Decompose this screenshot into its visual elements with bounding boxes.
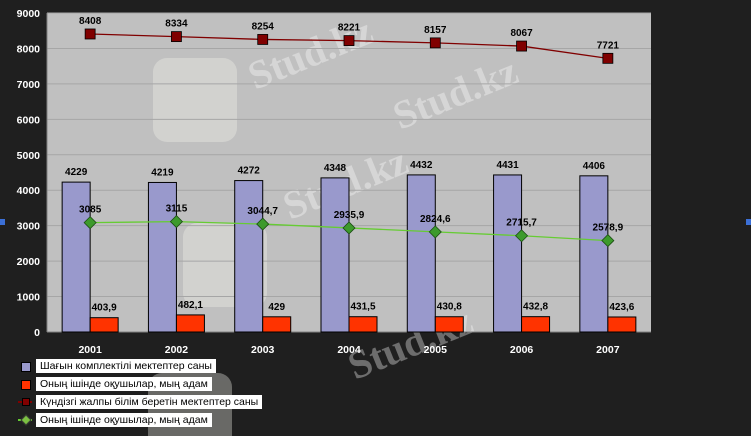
bar-data-label: 431,5 (350, 302, 375, 313)
legend-label: Шағын комплектілі мектептер саны (36, 359, 216, 373)
resize-handle-right[interactable] (746, 219, 751, 225)
bar (493, 174, 523, 333)
resize-handle-left[interactable] (0, 219, 5, 225)
x-tick-label: 2002 (165, 344, 189, 356)
bar (147, 181, 177, 333)
line-data-label: 2715,7 (506, 218, 537, 229)
y-tick-label: 5000 (17, 150, 41, 162)
legend: Шағын комплектілі мектептер саны Оның іш… (18, 357, 278, 429)
bar (579, 175, 609, 333)
x-tick-label: 2001 (78, 344, 102, 356)
legend-item-bars-pupils: Оның ішінде оқушылар, мың адам (18, 375, 278, 393)
point-marker (83, 216, 97, 230)
line-data-label: 3115 (166, 204, 188, 215)
point-marker (429, 37, 441, 49)
bar-data-label: 403,9 (92, 303, 117, 314)
point-marker (601, 234, 615, 248)
bar-data-label: 4431 (496, 160, 519, 171)
bar (434, 316, 464, 333)
line-data-label: 8408 (79, 16, 102, 27)
point-marker (84, 28, 96, 40)
line-data-label: 8157 (424, 25, 447, 36)
legend-item-bars-schools: Шағын комплектілі мектептер саны (18, 357, 278, 375)
legend-label: Оның ішінде оқушылар, мың адам (36, 377, 212, 391)
bar (406, 174, 436, 333)
x-tick-label: 2004 (337, 344, 361, 356)
legend-item-line-pupils: Оның ішінде оқушылар, мың адам (18, 411, 278, 429)
bar (262, 316, 292, 333)
point-marker (428, 225, 442, 239)
legend-swatch-square-line (18, 395, 36, 409)
line-data-label: 2578,9 (593, 223, 624, 234)
x-tick-label: 2006 (510, 344, 534, 356)
bar (61, 181, 91, 333)
x-tick-label: 2007 (596, 344, 620, 356)
y-tick-label: 0 (34, 327, 40, 339)
bar-data-label: 4406 (583, 161, 606, 172)
point-marker (516, 40, 527, 52)
bar (234, 180, 264, 333)
y-tick-label: 6000 (17, 114, 41, 126)
point-marker (342, 221, 356, 235)
legend-swatch-blue (18, 359, 36, 373)
line-data-label: 2935,9 (334, 210, 365, 221)
point-marker (602, 52, 614, 64)
y-tick-label: 4000 (17, 185, 41, 197)
point-marker (257, 34, 269, 45)
bar (175, 314, 205, 333)
bar-data-label: 429 (268, 302, 285, 313)
line-data-label: 7721 (597, 40, 620, 51)
bar-data-label: 482,1 (178, 300, 203, 311)
legend-item-line-schools: Күндізгі жалпы білім беретін мектептер с… (18, 393, 278, 411)
bar-data-label: 432,8 (523, 302, 548, 313)
x-tick-label: 2003 (251, 344, 275, 356)
bar-data-label: 4272 (238, 166, 261, 177)
point-marker (171, 31, 182, 43)
line-data-label: 3085 (79, 205, 102, 216)
line-data-label: 8334 (165, 19, 188, 30)
legend-swatch-red (18, 377, 36, 391)
bar (607, 316, 637, 333)
line-data-label: 2824,6 (420, 214, 451, 225)
legend-label: Күндізгі жалпы білім беретін мектептер с… (36, 395, 263, 409)
bar-data-label: 4229 (65, 167, 88, 178)
bar-data-label: 4219 (151, 167, 174, 178)
y-tick-label: 8000 (17, 43, 41, 55)
y-tick-label: 1000 (17, 292, 41, 304)
bar-data-label: 430,8 (437, 302, 462, 313)
point-marker (256, 217, 270, 231)
bar-data-label: 4348 (324, 163, 347, 174)
bar (521, 316, 551, 333)
line-data-label: 8254 (252, 21, 275, 32)
line-data-label: 8067 (510, 28, 533, 39)
y-tick-label: 3000 (17, 221, 41, 233)
x-tick-label: 2005 (424, 344, 448, 356)
bar (348, 316, 378, 333)
legend-label: Оның ішінде оқушылар, мың адам (36, 413, 212, 427)
bar (320, 177, 350, 333)
bar (89, 317, 119, 333)
line-data-label: 3044,7 (247, 206, 278, 217)
line-data-label: 8221 (338, 23, 361, 34)
bar-data-label: 423,6 (609, 302, 634, 313)
y-tick-label: 7000 (17, 79, 41, 91)
watermark-logo (153, 58, 237, 142)
point-marker (343, 35, 355, 47)
point-marker (169, 215, 183, 229)
legend-swatch-diamond-line (18, 413, 36, 427)
point-marker (515, 229, 529, 243)
y-tick-label: 2000 (17, 256, 41, 268)
bar-data-label: 4432 (410, 160, 433, 171)
y-tick-label: 9000 (17, 8, 41, 20)
